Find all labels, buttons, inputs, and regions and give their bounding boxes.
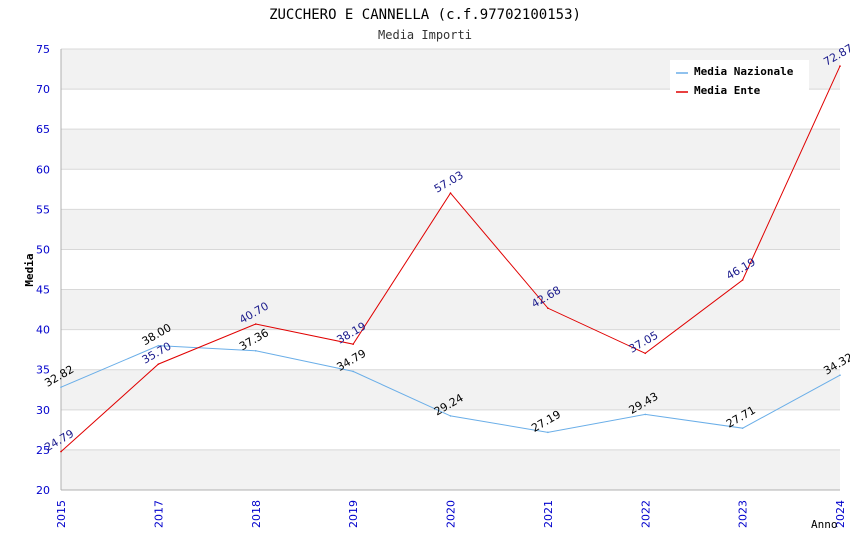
series-lines (60, 65, 841, 453)
background-band (61, 129, 840, 170)
x-tick-label: 2023 (737, 500, 750, 528)
y-tick-label: 25 (36, 444, 50, 457)
chart-title: ZUCCHERO E CANNELLA (c.f.97702100153) (269, 7, 581, 23)
data-label: 37.05 (627, 329, 661, 356)
data-point (60, 386, 62, 389)
legend-label-media-nazionale: Media Nazionale (694, 65, 794, 78)
x-tick-labels: 2015 2017 2018 2019 2020 2021 2022 2023 2024 (55, 500, 847, 528)
background-band (61, 369, 840, 410)
x-tick-label: 2020 (445, 500, 458, 528)
y-tick-label: 50 (36, 243, 50, 256)
y-tick-label: 65 (36, 123, 50, 136)
y-tick-label: 55 (36, 203, 50, 216)
x-axis-label: Anno (811, 518, 838, 531)
data-point (547, 307, 549, 309)
data-label: 46.19 (724, 255, 758, 282)
x-tick-label: 2021 (542, 500, 555, 528)
y-tick-label: 75 (36, 43, 50, 56)
y-tick-labels: 20 25 30 35 40 45 50 55 60 65 70 75 (36, 43, 50, 497)
data-point (644, 413, 647, 416)
data-point (644, 352, 647, 355)
data-point (60, 450, 62, 453)
y-tick-label: 70 (36, 83, 50, 96)
data-point (352, 370, 354, 373)
y-tick-label: 45 (36, 284, 50, 297)
data-point (741, 279, 744, 281)
data-point (157, 363, 160, 365)
y-tick-label: 60 (36, 163, 50, 176)
y-tick-label: 35 (36, 364, 50, 377)
y-tick-label: 30 (36, 404, 50, 417)
x-tick-label: 2017 (152, 500, 165, 528)
background-band (61, 209, 840, 250)
data-point (547, 431, 549, 434)
data-point (254, 323, 257, 325)
data-point (157, 344, 160, 347)
x-tick-label: 2015 (55, 500, 68, 528)
y-tick-label: 40 (36, 324, 50, 337)
data-point (741, 427, 744, 429)
background-band (61, 449, 840, 490)
legend: Media Nazionale Media Ente (670, 60, 809, 102)
y-axis-label: Media (23, 253, 36, 286)
legend-label-media-ente: Media Ente (694, 84, 761, 97)
data-point (449, 192, 452, 194)
data-label: 57.03 (432, 169, 466, 196)
x-tick-label: 2022 (639, 500, 652, 528)
data-point (254, 350, 257, 352)
y-tick-label: 20 (36, 484, 50, 497)
data-point (839, 65, 841, 67)
chart-subtitle: Media Importi (378, 28, 472, 42)
x-tick-label: 2018 (250, 500, 263, 528)
data-point (449, 415, 452, 417)
data-point (352, 343, 354, 345)
data-point (839, 374, 841, 376)
x-tick-label: 2024 (834, 500, 847, 528)
gridlines (61, 48, 840, 491)
legend-box (670, 60, 809, 102)
data-label: 37.36 (237, 326, 271, 353)
background-bands (61, 49, 840, 490)
x-tick-label: 2019 (347, 500, 360, 528)
background-band (61, 289, 840, 330)
